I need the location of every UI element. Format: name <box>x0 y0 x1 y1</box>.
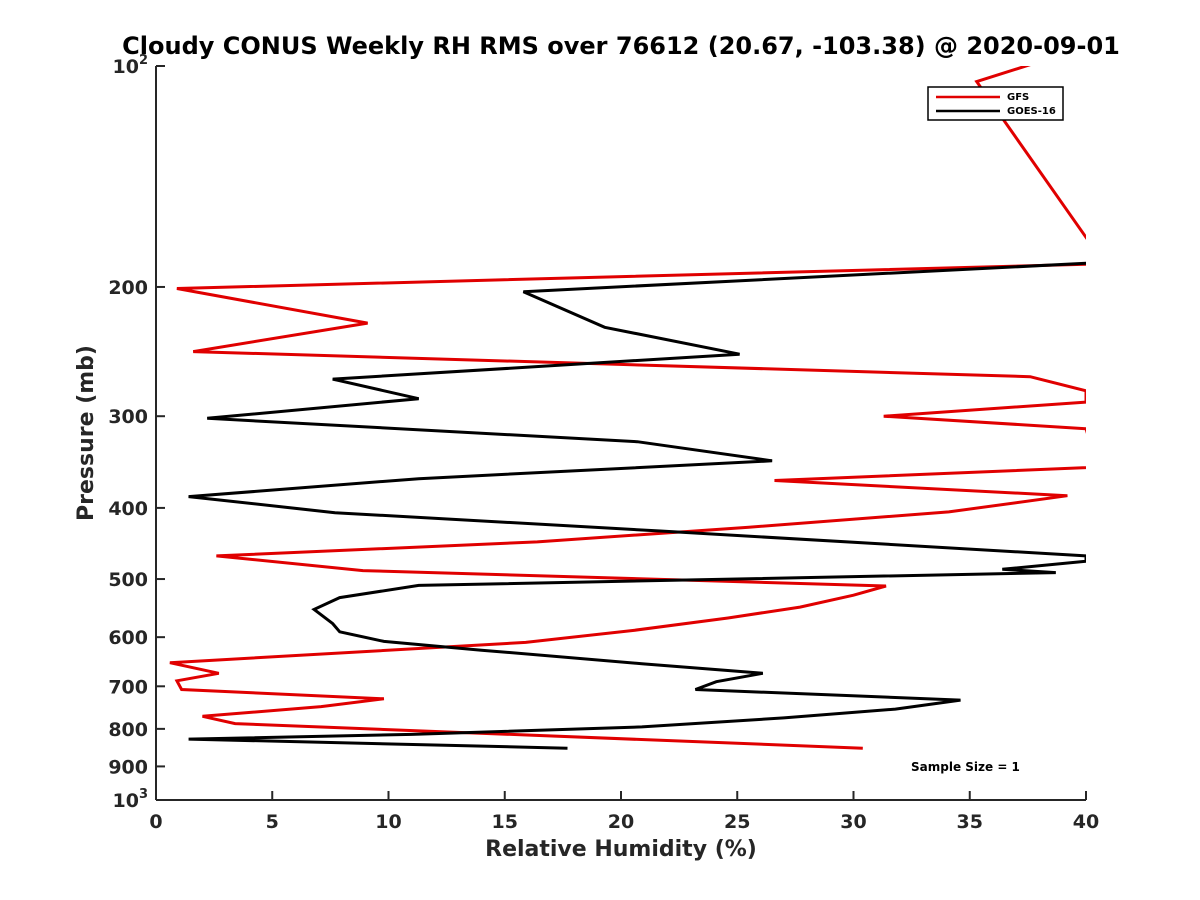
y-tick-label: 400 <box>108 498 148 520</box>
x-tick-label: 40 <box>1073 811 1099 833</box>
axes <box>155 66 1086 801</box>
y-tick-label: 500 <box>108 569 148 591</box>
y-tick-label: 200 <box>108 277 148 299</box>
x-axis-label: Relative Humidity (%) <box>485 837 757 862</box>
x-tick-label: 0 <box>149 811 162 833</box>
x-tick-label: 25 <box>724 811 750 833</box>
x-tick-label: 15 <box>492 811 518 833</box>
y-tick-label: 900 <box>108 756 148 778</box>
y-tick-label: 102 <box>113 53 149 78</box>
legend-label-goes16: GOES-16 <box>1007 106 1056 117</box>
legend-label-gfs: GFS <box>1007 92 1029 103</box>
series-line-goes-16 <box>188 261 1086 750</box>
chart-title: Cloudy CONUS Weekly RH RMS over 76612 (2… <box>122 32 1120 60</box>
x-tick-label: 20 <box>608 811 634 833</box>
y-tick-label: 103 <box>113 787 149 812</box>
y-ticks: 102 200 300 400 500 600 700 800 900 103 <box>108 53 165 812</box>
x-tick-label: 30 <box>840 811 866 833</box>
x-tick-label: 10 <box>375 811 401 833</box>
x-ticks: 0 5 10 15 20 25 30 35 40 <box>149 791 1099 833</box>
legend: GFS GOES-16 <box>927 86 1064 121</box>
x-tick-label: 5 <box>266 811 279 833</box>
y-axis-label: Pressure (mb) <box>74 345 99 521</box>
y-tick-label: 700 <box>108 676 148 698</box>
x-tick-label: 35 <box>957 811 983 833</box>
y-tick-label: 600 <box>108 627 148 649</box>
y-tick-label: 300 <box>108 406 148 428</box>
y-tick-label: 800 <box>108 719 148 741</box>
sample-size-annotation: Sample Size = 1 <box>911 760 1020 774</box>
legend-box <box>927 86 1064 121</box>
series-line-gfs <box>169 66 1086 750</box>
series-layer <box>169 66 1086 750</box>
